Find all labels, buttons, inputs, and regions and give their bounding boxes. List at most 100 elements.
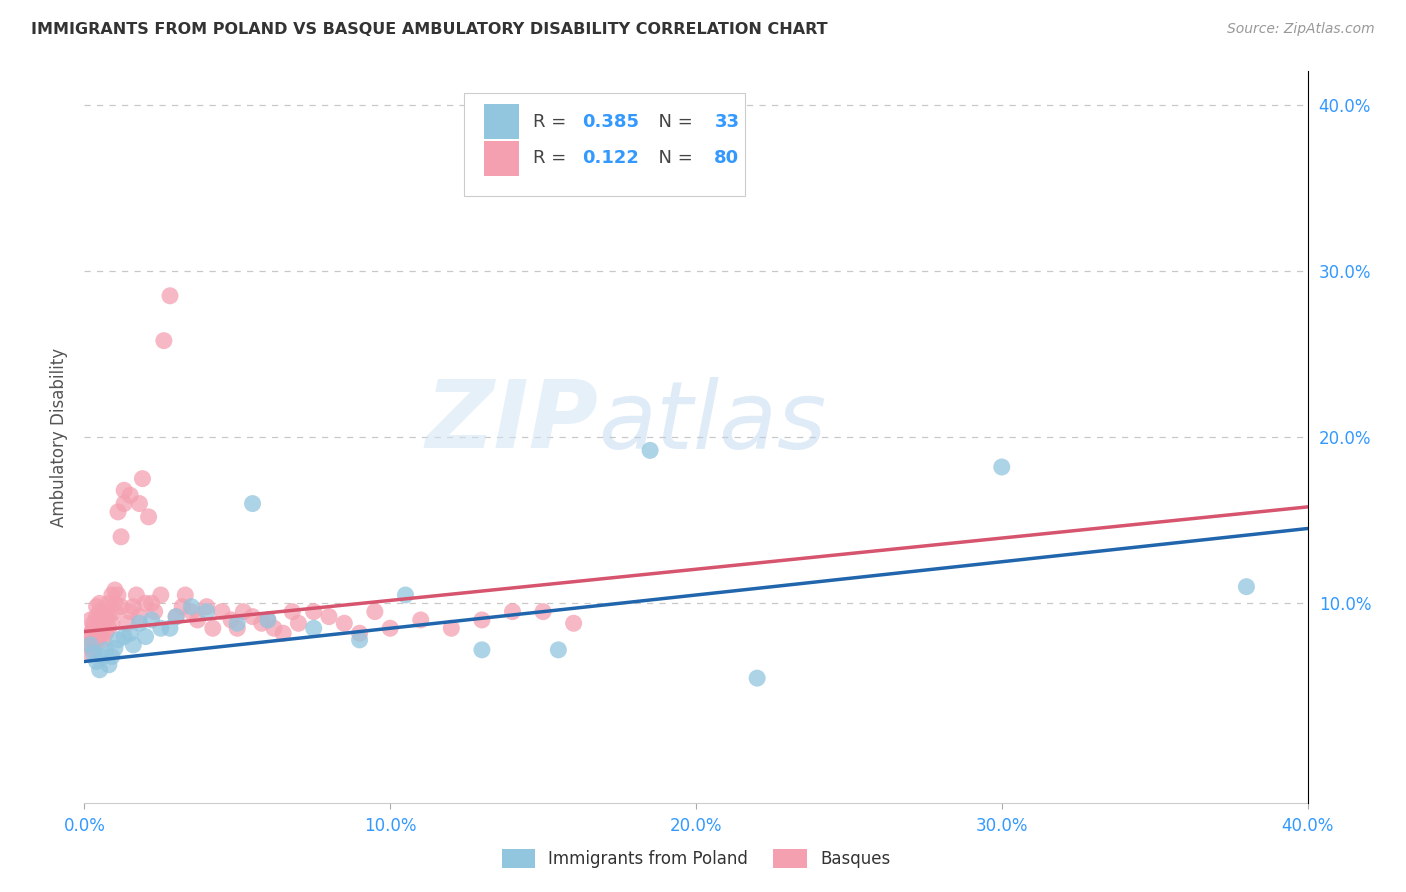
Point	[242, 497, 264, 511]
Point	[195, 605, 218, 619]
Point	[97, 596, 120, 610]
Point	[165, 609, 187, 624]
FancyBboxPatch shape	[464, 94, 745, 195]
Point	[471, 643, 494, 657]
Point	[149, 621, 172, 635]
Point	[110, 599, 132, 614]
Point	[83, 616, 105, 631]
Point	[226, 621, 249, 635]
Point	[135, 596, 157, 610]
Point	[149, 588, 172, 602]
Point	[101, 616, 124, 631]
Point	[94, 605, 117, 619]
Point	[394, 588, 416, 602]
Point	[79, 638, 101, 652]
Text: atlas: atlas	[598, 377, 827, 468]
Point	[107, 632, 129, 647]
Point	[86, 632, 108, 647]
Y-axis label: Ambulatory Disability: Ambulatory Disability	[51, 348, 69, 526]
Point	[122, 599, 145, 614]
Point	[159, 621, 181, 635]
Point	[97, 621, 120, 635]
Point	[153, 334, 176, 348]
Text: Source: ZipAtlas.com: Source: ZipAtlas.com	[1227, 22, 1375, 37]
Point	[83, 643, 105, 657]
Text: N =: N =	[647, 112, 699, 131]
Text: IMMIGRANTS FROM POLAND VS BASQUE AMBULATORY DISABILITY CORRELATION CHART: IMMIGRANTS FROM POLAND VS BASQUE AMBULAT…	[31, 22, 828, 37]
Point	[89, 605, 111, 619]
Point	[89, 663, 111, 677]
Point	[94, 626, 117, 640]
Point	[281, 605, 304, 619]
Point	[91, 632, 114, 647]
Text: R =: R =	[533, 112, 572, 131]
Text: R =: R =	[533, 149, 572, 168]
Point	[135, 630, 157, 644]
Point	[547, 643, 569, 657]
Point	[76, 638, 98, 652]
Point	[112, 630, 135, 644]
Point	[89, 616, 111, 631]
Point	[257, 613, 280, 627]
Point	[91, 609, 114, 624]
Point	[115, 616, 138, 631]
Text: N =: N =	[647, 149, 699, 168]
Point	[107, 588, 129, 602]
Point	[104, 605, 127, 619]
Point	[79, 626, 101, 640]
Point	[562, 616, 585, 631]
Point	[76, 630, 98, 644]
Point	[97, 609, 120, 624]
Point	[380, 621, 402, 635]
Point	[180, 599, 202, 614]
Point	[141, 596, 163, 610]
Point	[471, 613, 494, 627]
Text: 0.122: 0.122	[582, 149, 640, 168]
Point	[195, 599, 218, 614]
Point	[86, 599, 108, 614]
Point	[83, 646, 105, 660]
Point	[201, 621, 224, 635]
Text: ZIP: ZIP	[425, 376, 598, 468]
Point	[104, 582, 127, 597]
Point	[131, 472, 153, 486]
Point	[440, 621, 463, 635]
Point	[89, 596, 111, 610]
Point	[165, 609, 187, 624]
Point	[318, 609, 340, 624]
Point	[991, 460, 1014, 475]
Text: 80: 80	[714, 149, 740, 168]
Point	[186, 613, 208, 627]
Text: 0.385: 0.385	[582, 112, 640, 131]
Point	[302, 605, 325, 619]
Point	[79, 613, 101, 627]
Point	[128, 616, 150, 631]
Point	[250, 616, 273, 631]
Point	[333, 616, 356, 631]
Point	[232, 605, 254, 619]
Point	[242, 609, 264, 624]
Point	[638, 443, 661, 458]
Point	[110, 530, 132, 544]
Point	[263, 621, 285, 635]
Point	[94, 613, 117, 627]
Point	[101, 649, 124, 664]
Point	[211, 605, 233, 619]
Legend: Immigrants from Poland, Basques: Immigrants from Poland, Basques	[495, 842, 897, 875]
Point	[257, 613, 280, 627]
Point	[271, 626, 294, 640]
Point	[302, 621, 325, 635]
Point	[94, 643, 117, 657]
Point	[128, 609, 150, 624]
Point	[138, 509, 160, 524]
Point	[226, 616, 249, 631]
Point	[122, 638, 145, 652]
Point	[364, 605, 387, 619]
Point	[104, 641, 127, 656]
Point	[120, 605, 142, 619]
Point	[91, 649, 114, 664]
Point	[349, 632, 371, 647]
Point	[120, 626, 142, 640]
Point	[409, 613, 432, 627]
Point	[141, 613, 163, 627]
